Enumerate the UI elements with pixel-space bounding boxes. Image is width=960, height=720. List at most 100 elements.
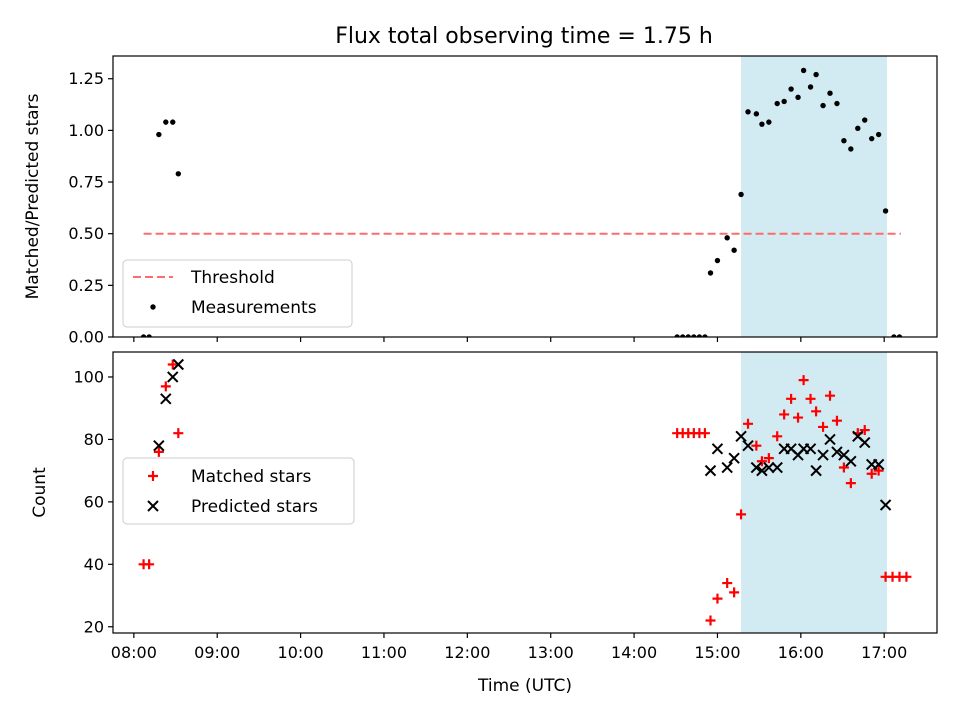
data-point <box>173 428 184 439</box>
data-point <box>163 119 169 125</box>
data-point <box>831 446 843 458</box>
axes-frame <box>112 55 938 338</box>
legend-predicted-label: Predicted stars <box>191 497 318 517</box>
data-point <box>810 464 822 477</box>
data-point <box>167 359 178 370</box>
x-tick-label: 08:00 <box>111 643 157 662</box>
y-tick-label: 60 <box>84 492 104 511</box>
data-point <box>774 100 780 107</box>
data-point <box>825 390 836 401</box>
data-point <box>704 464 717 477</box>
data-point <box>766 119 772 125</box>
legend: Threshold Measurements <box>122 259 353 328</box>
data-point <box>779 409 790 420</box>
y-tick-label: 1.00 <box>68 121 104 140</box>
data-point <box>763 453 774 464</box>
data-point <box>845 455 857 467</box>
series-predicted-stars <box>153 358 892 511</box>
legend-predicted-swatch <box>147 500 159 512</box>
data-point <box>781 98 787 105</box>
data-point <box>745 109 751 115</box>
data-point <box>728 452 740 464</box>
data-point <box>167 371 179 383</box>
x-tick-label: 14:00 <box>611 643 657 662</box>
data-point <box>172 358 185 371</box>
data-point <box>721 461 733 474</box>
data-point <box>731 247 737 253</box>
data-point <box>793 412 804 423</box>
y-tick-label: 20 <box>84 617 104 636</box>
data-point <box>722 578 733 589</box>
data-point <box>800 67 807 74</box>
data-point <box>674 334 680 337</box>
x-tick-label: 11:00 <box>361 643 407 662</box>
data-point <box>804 443 817 455</box>
data-point <box>712 593 723 604</box>
y-tick-label: 80 <box>84 430 104 449</box>
data-point <box>771 461 783 474</box>
data-point <box>901 571 912 582</box>
axes-frame <box>112 351 938 634</box>
data-point <box>813 71 819 78</box>
data-point <box>736 509 747 520</box>
y-tick-label: 0.25 <box>68 276 104 295</box>
data-point <box>743 418 754 429</box>
bottom-panel: 20 40 60 80 100 08:00 09:00 10:00 11:00 12:00 13:0… <box>30 351 938 696</box>
data-point <box>756 456 767 467</box>
data-point <box>818 421 829 432</box>
data-point <box>735 430 747 443</box>
data-point <box>153 446 164 457</box>
y-tick-label: 40 <box>84 555 104 574</box>
data-point <box>175 171 182 177</box>
data-point <box>845 478 856 489</box>
data-point <box>691 334 697 337</box>
data-point <box>170 119 176 125</box>
data-point <box>820 102 826 109</box>
legend-measurements-label: Measurements <box>191 298 317 318</box>
observing-interval-shade <box>741 352 887 633</box>
top-panel: 0.00 0.25 0.50 0.75 1.00 1.25 Matched/Predicte… <box>23 55 938 347</box>
data-point <box>879 499 892 511</box>
legend-measurements-swatch <box>150 304 156 310</box>
x-tick-label: 13:00 <box>528 643 574 662</box>
data-point <box>750 461 763 474</box>
data-point <box>788 86 794 92</box>
x-tick-label: 15:00 <box>694 643 740 662</box>
x-tick-label: 10:00 <box>278 643 324 662</box>
y-axis-label: Count <box>30 467 50 518</box>
data-point <box>805 393 816 404</box>
x-tick-label: 12:00 <box>444 643 490 662</box>
y-tick-label: 0.00 <box>68 328 104 347</box>
data-point <box>696 334 703 337</box>
y-tick-label: 0.50 <box>68 224 104 243</box>
data-point <box>824 433 836 446</box>
data-point <box>753 111 760 117</box>
series-measurements <box>140 67 903 337</box>
data-point <box>798 375 809 386</box>
data-point <box>855 125 861 132</box>
plot-area <box>138 358 912 626</box>
data-point <box>831 415 842 426</box>
data-point <box>702 334 708 337</box>
data-point <box>144 559 155 570</box>
data-point <box>759 121 765 127</box>
y-tick-label: 100 <box>73 367 104 386</box>
data-point <box>859 436 871 449</box>
chart-title: Flux total observing time = 1.75 h <box>335 24 713 49</box>
data-point <box>848 146 854 152</box>
data-point <box>714 257 721 264</box>
data-point <box>811 406 822 417</box>
data-point <box>738 191 744 198</box>
data-point <box>841 138 847 144</box>
data-point <box>724 235 730 241</box>
legend-threshold-label: Threshold <box>190 268 275 288</box>
data-point <box>729 587 740 598</box>
data-point <box>772 431 783 442</box>
data-point <box>882 208 889 214</box>
data-point <box>156 131 162 138</box>
data-point <box>742 439 754 452</box>
x-tick-label: 16:00 <box>778 643 824 662</box>
data-point <box>891 334 897 337</box>
data-point <box>807 84 814 90</box>
